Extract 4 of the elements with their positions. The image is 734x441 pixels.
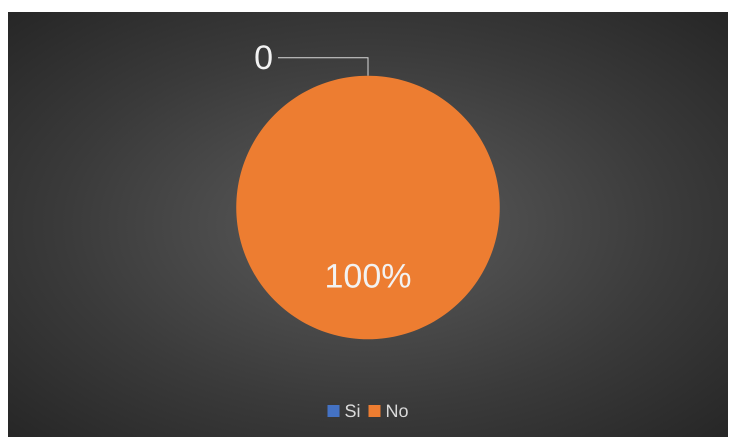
legend-label: No	[386, 401, 409, 421]
legend-label: Si	[344, 401, 361, 421]
text: 0	[254, 38, 273, 77]
data-label: 100%	[324, 257, 412, 296]
